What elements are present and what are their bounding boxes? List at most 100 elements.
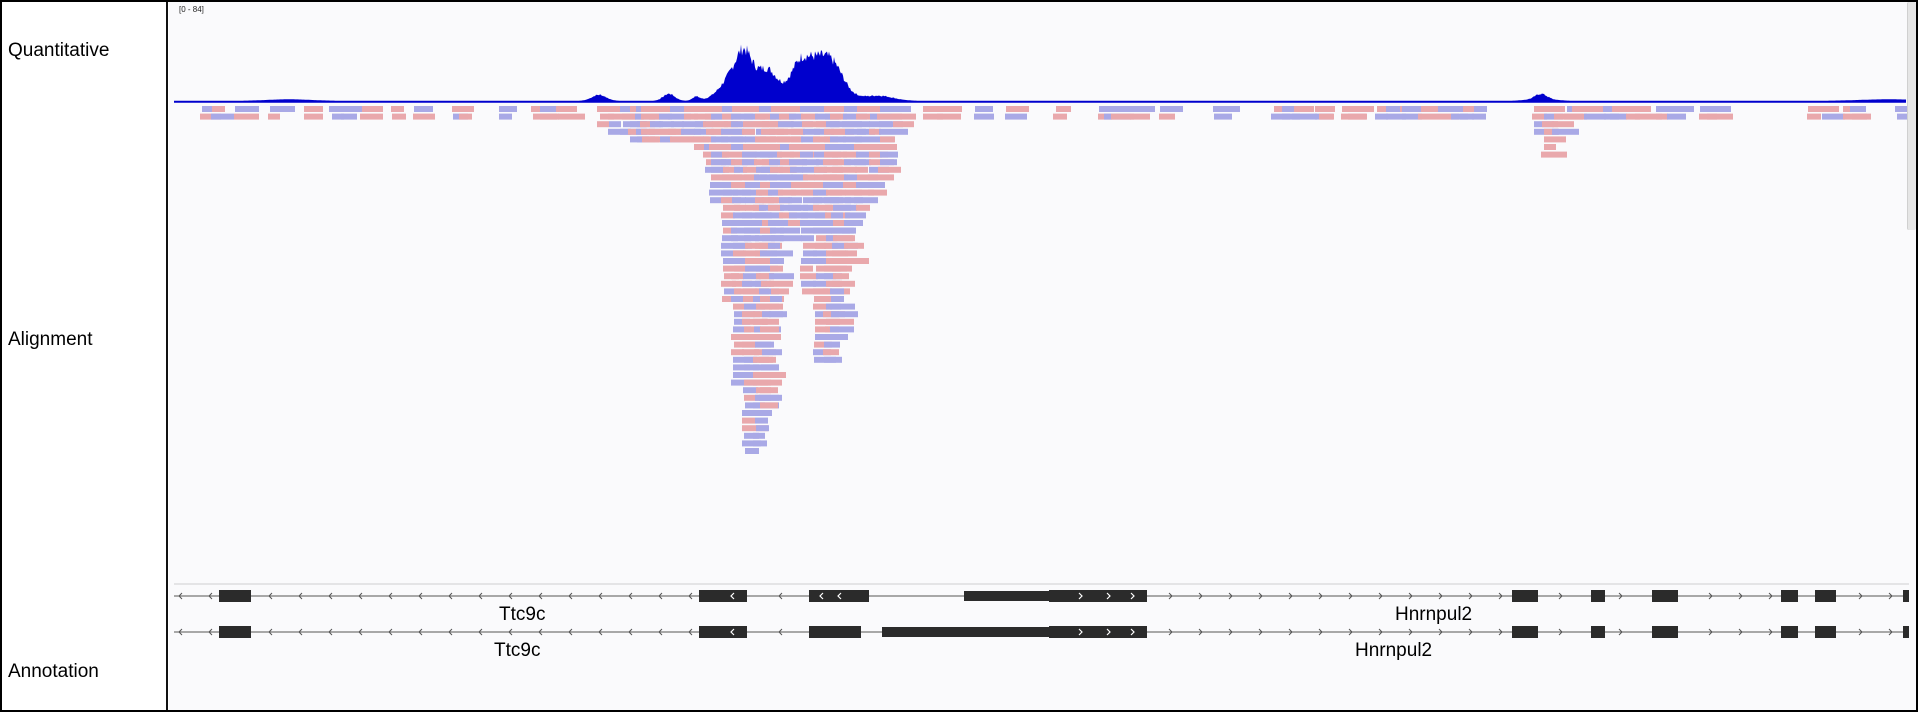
exon-block[interactable]: [699, 626, 747, 638]
aligned-read[interactable]: [830, 174, 848, 181]
aligned-read[interactable]: [1819, 106, 1839, 112]
aligned-read[interactable]: [744, 432, 759, 439]
aligned-read[interactable]: [734, 204, 746, 211]
aligned-read[interactable]: [803, 250, 817, 257]
aligned-read[interactable]: [1544, 113, 1563, 120]
aligned-read[interactable]: [641, 113, 655, 120]
aligned-read[interactable]: [791, 136, 803, 143]
aligned-read[interactable]: [771, 235, 783, 242]
aligned-read[interactable]: [801, 113, 818, 120]
aligned-read[interactable]: [780, 235, 802, 242]
aligned-read[interactable]: [1544, 136, 1566, 143]
aligned-read[interactable]: [1472, 113, 1486, 120]
aligned-read[interactable]: [693, 136, 709, 143]
aligned-read[interactable]: [1006, 106, 1029, 112]
aligned-read[interactable]: [756, 425, 769, 432]
aligned-read[interactable]: [742, 410, 761, 416]
aligned-read[interactable]: [670, 106, 688, 112]
aligned-read[interactable]: [609, 121, 621, 128]
aligned-read[interactable]: [768, 242, 780, 249]
aligned-read[interactable]: [733, 364, 750, 371]
aligned-read[interactable]: [823, 159, 842, 166]
aligned-read[interactable]: [856, 113, 880, 120]
aligned-read[interactable]: [1111, 113, 1134, 120]
aligned-read[interactable]: [800, 220, 821, 226]
aligned-read[interactable]: [801, 212, 827, 219]
annotation-track[interactable]: Ttc9c Hnrnpul2 Ttc9c Hnrnpul2: [174, 590, 1909, 661]
aligned-read[interactable]: [743, 273, 761, 280]
aligned-read[interactable]: [789, 113, 803, 120]
aligned-read[interactable]: [777, 151, 794, 158]
aligned-read[interactable]: [1850, 106, 1866, 112]
aligned-read[interactable]: [731, 182, 750, 188]
aligned-read[interactable]: [1554, 113, 1573, 120]
aligned-read[interactable]: [722, 151, 734, 158]
aligned-read[interactable]: [814, 166, 827, 173]
exon-block[interactable]: [1512, 590, 1538, 602]
aligned-read[interactable]: [877, 113, 902, 120]
aligned-read[interactable]: [778, 189, 796, 196]
aligned-read[interactable]: [831, 212, 843, 219]
aligned-read[interactable]: [815, 326, 830, 333]
aligned-read[interactable]: [413, 113, 435, 120]
aligned-read[interactable]: [723, 166, 740, 173]
aligned-read[interactable]: [1542, 121, 1558, 128]
aligned-read[interactable]: [842, 121, 862, 128]
aligned-read[interactable]: [800, 144, 821, 150]
aligned-read[interactable]: [788, 204, 808, 211]
aligned-read[interactable]: [854, 144, 872, 150]
aligned-read[interactable]: [392, 113, 406, 120]
aligned-read[interactable]: [724, 144, 737, 150]
aligned-read[interactable]: [684, 106, 697, 112]
aligned-read[interactable]: [722, 174, 742, 181]
aligned-read[interactable]: [832, 280, 855, 287]
aligned-read[interactable]: [1895, 106, 1916, 112]
aligned-read[interactable]: [711, 151, 727, 158]
aligned-read[interactable]: [753, 440, 767, 447]
aligned-read[interactable]: [842, 227, 856, 234]
exon-block[interactable]: [1049, 626, 1147, 638]
aligned-read[interactable]: [682, 121, 706, 128]
aligned-read[interactable]: [650, 121, 663, 128]
aligned-read[interactable]: [937, 113, 961, 120]
exon-block[interactable]: [1591, 590, 1605, 602]
aligned-read[interactable]: [813, 303, 832, 310]
aligned-read[interactable]: [824, 151, 838, 158]
aligned-read[interactable]: [857, 174, 878, 181]
aligned-read[interactable]: [360, 113, 383, 120]
aligned-read[interactable]: [813, 189, 828, 196]
aligned-read[interactable]: [600, 113, 614, 120]
aligned-read[interactable]: [1656, 113, 1668, 120]
aligned-read[interactable]: [769, 144, 785, 150]
aligned-read[interactable]: [770, 227, 784, 234]
aligned-read[interactable]: [759, 394, 779, 401]
aligned-read[interactable]: [742, 417, 755, 424]
aligned-read[interactable]: [744, 113, 765, 120]
exon-block[interactable]: [1781, 590, 1798, 602]
aligned-read[interactable]: [800, 265, 813, 272]
aligned-read[interactable]: [1160, 106, 1183, 112]
aligned-read[interactable]: [788, 220, 807, 226]
aligned-read[interactable]: [769, 303, 783, 310]
aligned-read[interactable]: [778, 121, 793, 128]
aligned-read[interactable]: [742, 151, 756, 158]
aligned-read[interactable]: [892, 128, 908, 135]
aligned-read[interactable]: [722, 220, 738, 226]
aligned-read[interactable]: [753, 410, 772, 416]
aligned-read[interactable]: [856, 121, 870, 128]
aligned-read[interactable]: [641, 128, 655, 135]
aligned-read[interactable]: [731, 113, 753, 120]
aligned-read[interactable]: [833, 159, 851, 166]
aligned-read[interactable]: [731, 136, 743, 143]
aligned-read[interactable]: [844, 166, 857, 173]
aligned-read[interactable]: [1451, 113, 1468, 120]
aligned-read[interactable]: [830, 288, 844, 295]
aligned-read[interactable]: [867, 182, 885, 188]
aligned-read[interactable]: [831, 128, 854, 135]
aligned-read[interactable]: [711, 136, 728, 143]
aligned-read[interactable]: [832, 151, 847, 158]
aligned-read[interactable]: [760, 227, 772, 234]
aligned-read[interactable]: [760, 174, 777, 181]
aligned-read[interactable]: [893, 121, 914, 128]
aligned-read[interactable]: [801, 182, 816, 188]
